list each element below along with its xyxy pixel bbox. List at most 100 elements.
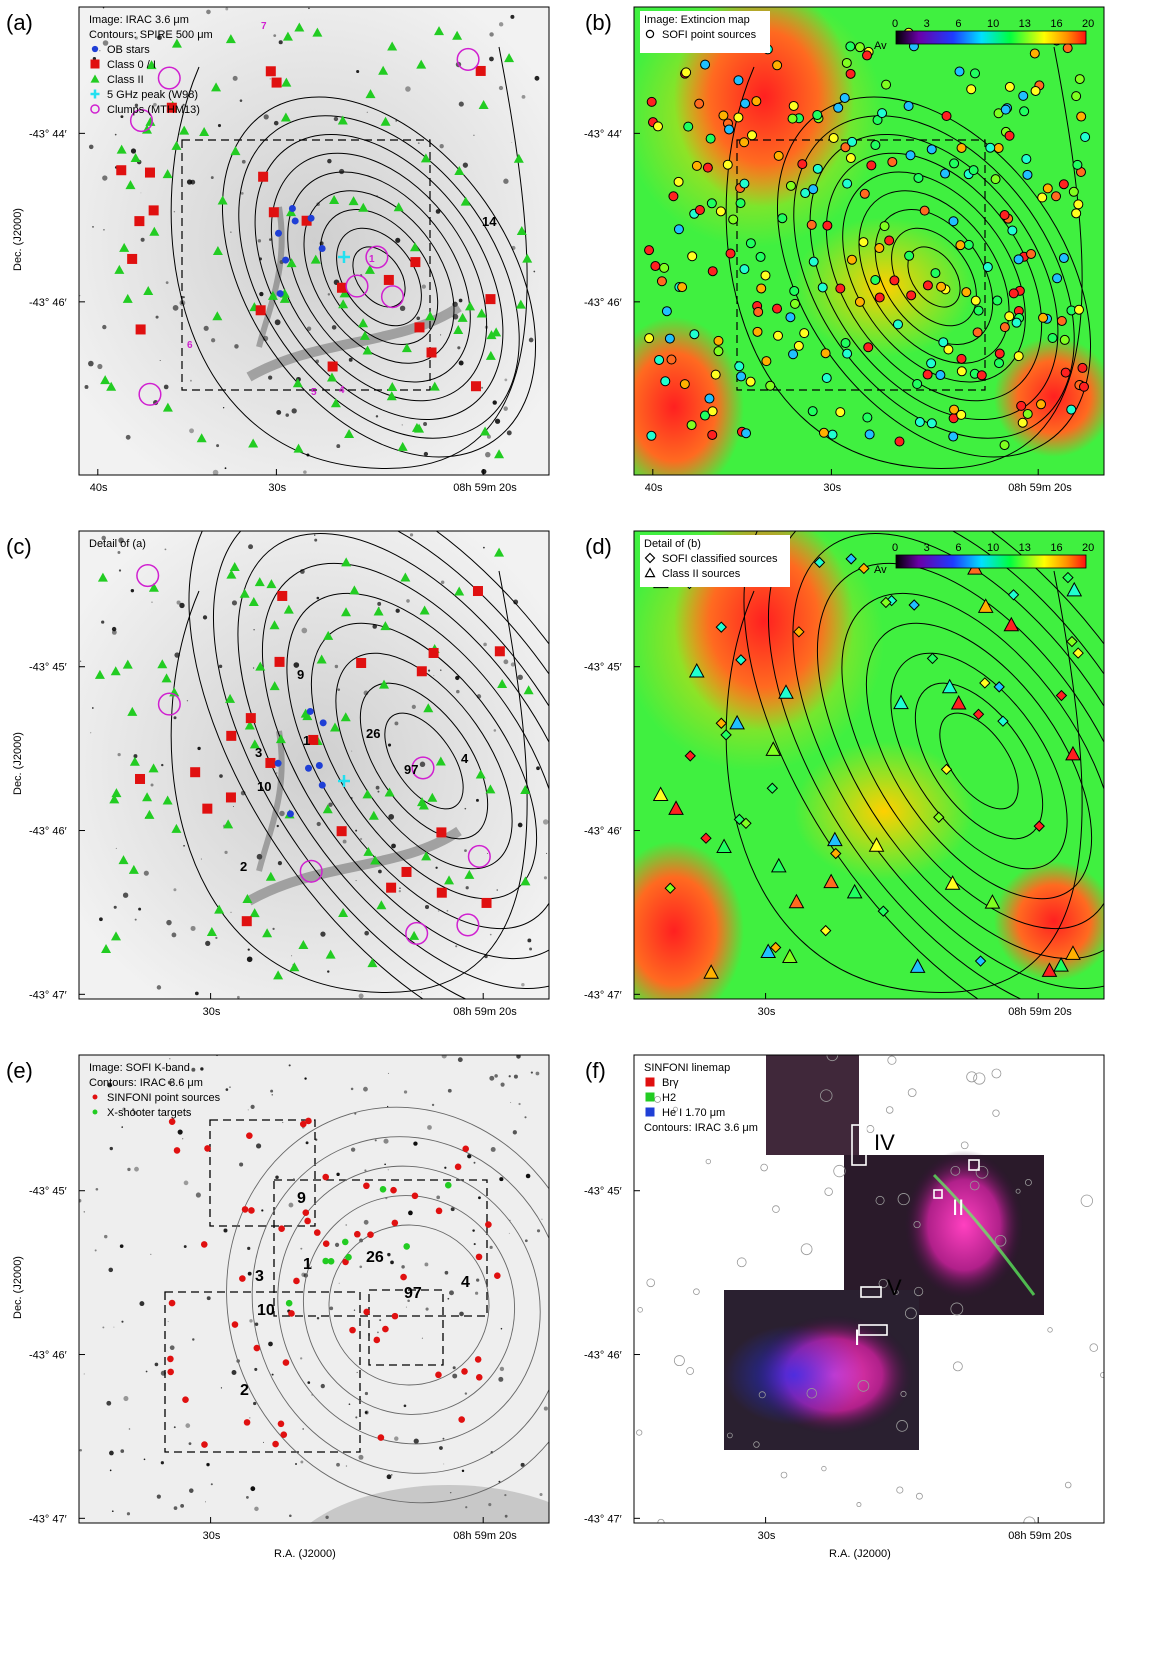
sofi-classified-marker [664, 882, 676, 894]
star [143, 1458, 146, 1461]
star [134, 103, 139, 108]
class-2-marker [485, 350, 496, 360]
point-source-marker [92, 1094, 98, 1100]
class-2-marker [100, 375, 111, 385]
sofi-source-marker [864, 429, 875, 440]
y-tick-label: -43° 44′ [29, 128, 67, 140]
star [249, 1417, 251, 1419]
star [338, 1282, 340, 1284]
legend-entry: Brγ [662, 1077, 679, 1089]
class-2-marker [465, 301, 476, 311]
star [210, 176, 214, 179]
star [395, 608, 400, 613]
star [476, 1278, 480, 1282]
point-source-marker [288, 1310, 295, 1317]
colorbar-tick: 13 [1019, 18, 1031, 30]
colorbar-tick: 10 [987, 18, 999, 30]
sofi-source-marker [756, 283, 767, 294]
point-source-marker [168, 1118, 176, 1125]
class-2-marker [130, 152, 141, 162]
class-2-marker [376, 900, 387, 910]
star [167, 1321, 169, 1322]
star [406, 599, 410, 603]
star [533, 270, 536, 273]
panel-frame [633, 530, 1105, 1000]
class-2-marker [400, 572, 411, 582]
class-2-marker [401, 343, 412, 353]
ob-star-marker [276, 290, 284, 298]
sofi-source-marker [1013, 254, 1024, 265]
star [431, 1103, 435, 1107]
class-2-marker [144, 809, 155, 819]
star [539, 1492, 543, 1497]
legend-box [640, 535, 790, 587]
star [134, 36, 138, 40]
class-0-1-marker [245, 713, 256, 724]
sofi-source-marker [922, 369, 933, 380]
star [483, 546, 485, 549]
class-2-marker [823, 873, 839, 889]
class-0-1-marker [135, 324, 146, 335]
star [386, 1474, 392, 1480]
legend-entry: Class II [107, 74, 144, 86]
sofi-source-marker [1071, 91, 1082, 102]
contour-ring [1080, 1194, 1094, 1207]
star [524, 1116, 527, 1119]
sofi-classified-marker [1055, 689, 1068, 702]
contour-ring [758, 1391, 766, 1399]
clump-marker [456, 913, 480, 937]
star [435, 209, 441, 214]
star [307, 1381, 311, 1384]
source-label-26: 26 [366, 726, 380, 741]
star [216, 444, 220, 448]
class-2-marker [161, 673, 172, 683]
star [423, 422, 428, 426]
point-source-marker [403, 1243, 410, 1250]
sofi-source-marker [1077, 362, 1088, 373]
class-2-marker [454, 586, 465, 596]
point-source-marker [272, 1440, 279, 1448]
star [300, 1357, 303, 1360]
class-2-marker [273, 970, 284, 980]
star [465, 886, 469, 890]
star [536, 1229, 541, 1233]
star [246, 956, 253, 963]
sofi-source-marker [760, 270, 771, 281]
star [405, 86, 411, 92]
star [254, 1367, 258, 1371]
sofi-source-marker [840, 338, 851, 349]
contour-ring [994, 1234, 1007, 1247]
star [508, 1232, 510, 1234]
field-outline [209, 1119, 316, 1227]
star [270, 1089, 274, 1093]
panel-label-d: (d) [585, 534, 612, 559]
star [305, 1141, 309, 1145]
class-2-marker [520, 785, 531, 795]
class-2-marker [868, 837, 885, 852]
star [329, 1306, 334, 1311]
class-2-marker [230, 146, 241, 156]
sofi-classified-marker [769, 941, 782, 954]
class-0-1-marker [265, 66, 276, 77]
class-2-marker [162, 795, 173, 805]
sofi-source-marker [773, 330, 784, 341]
star [133, 754, 138, 759]
star [359, 837, 363, 841]
star [230, 231, 232, 233]
sofi-source-marker [817, 282, 828, 293]
class-2-marker [280, 112, 291, 122]
contour-ring [760, 1163, 768, 1172]
star [510, 1101, 512, 1104]
contour-line [914, 682, 1044, 840]
class-2-marker [486, 330, 497, 340]
panel-c: 9 1 3 10 2 26 97 4 Detail of (a) -43° 45′ -43° 46′… [6, 530, 550, 1018]
sofi-source-marker [919, 205, 930, 216]
star [500, 1082, 505, 1087]
class-0-1-marker [645, 1107, 655, 1117]
sofi-classified-marker [1066, 635, 1078, 648]
star [293, 662, 300, 668]
star [337, 688, 341, 692]
sofi-source-marker [808, 184, 819, 195]
sofi-source-marker [812, 163, 823, 174]
contour-ring [821, 1465, 827, 1472]
